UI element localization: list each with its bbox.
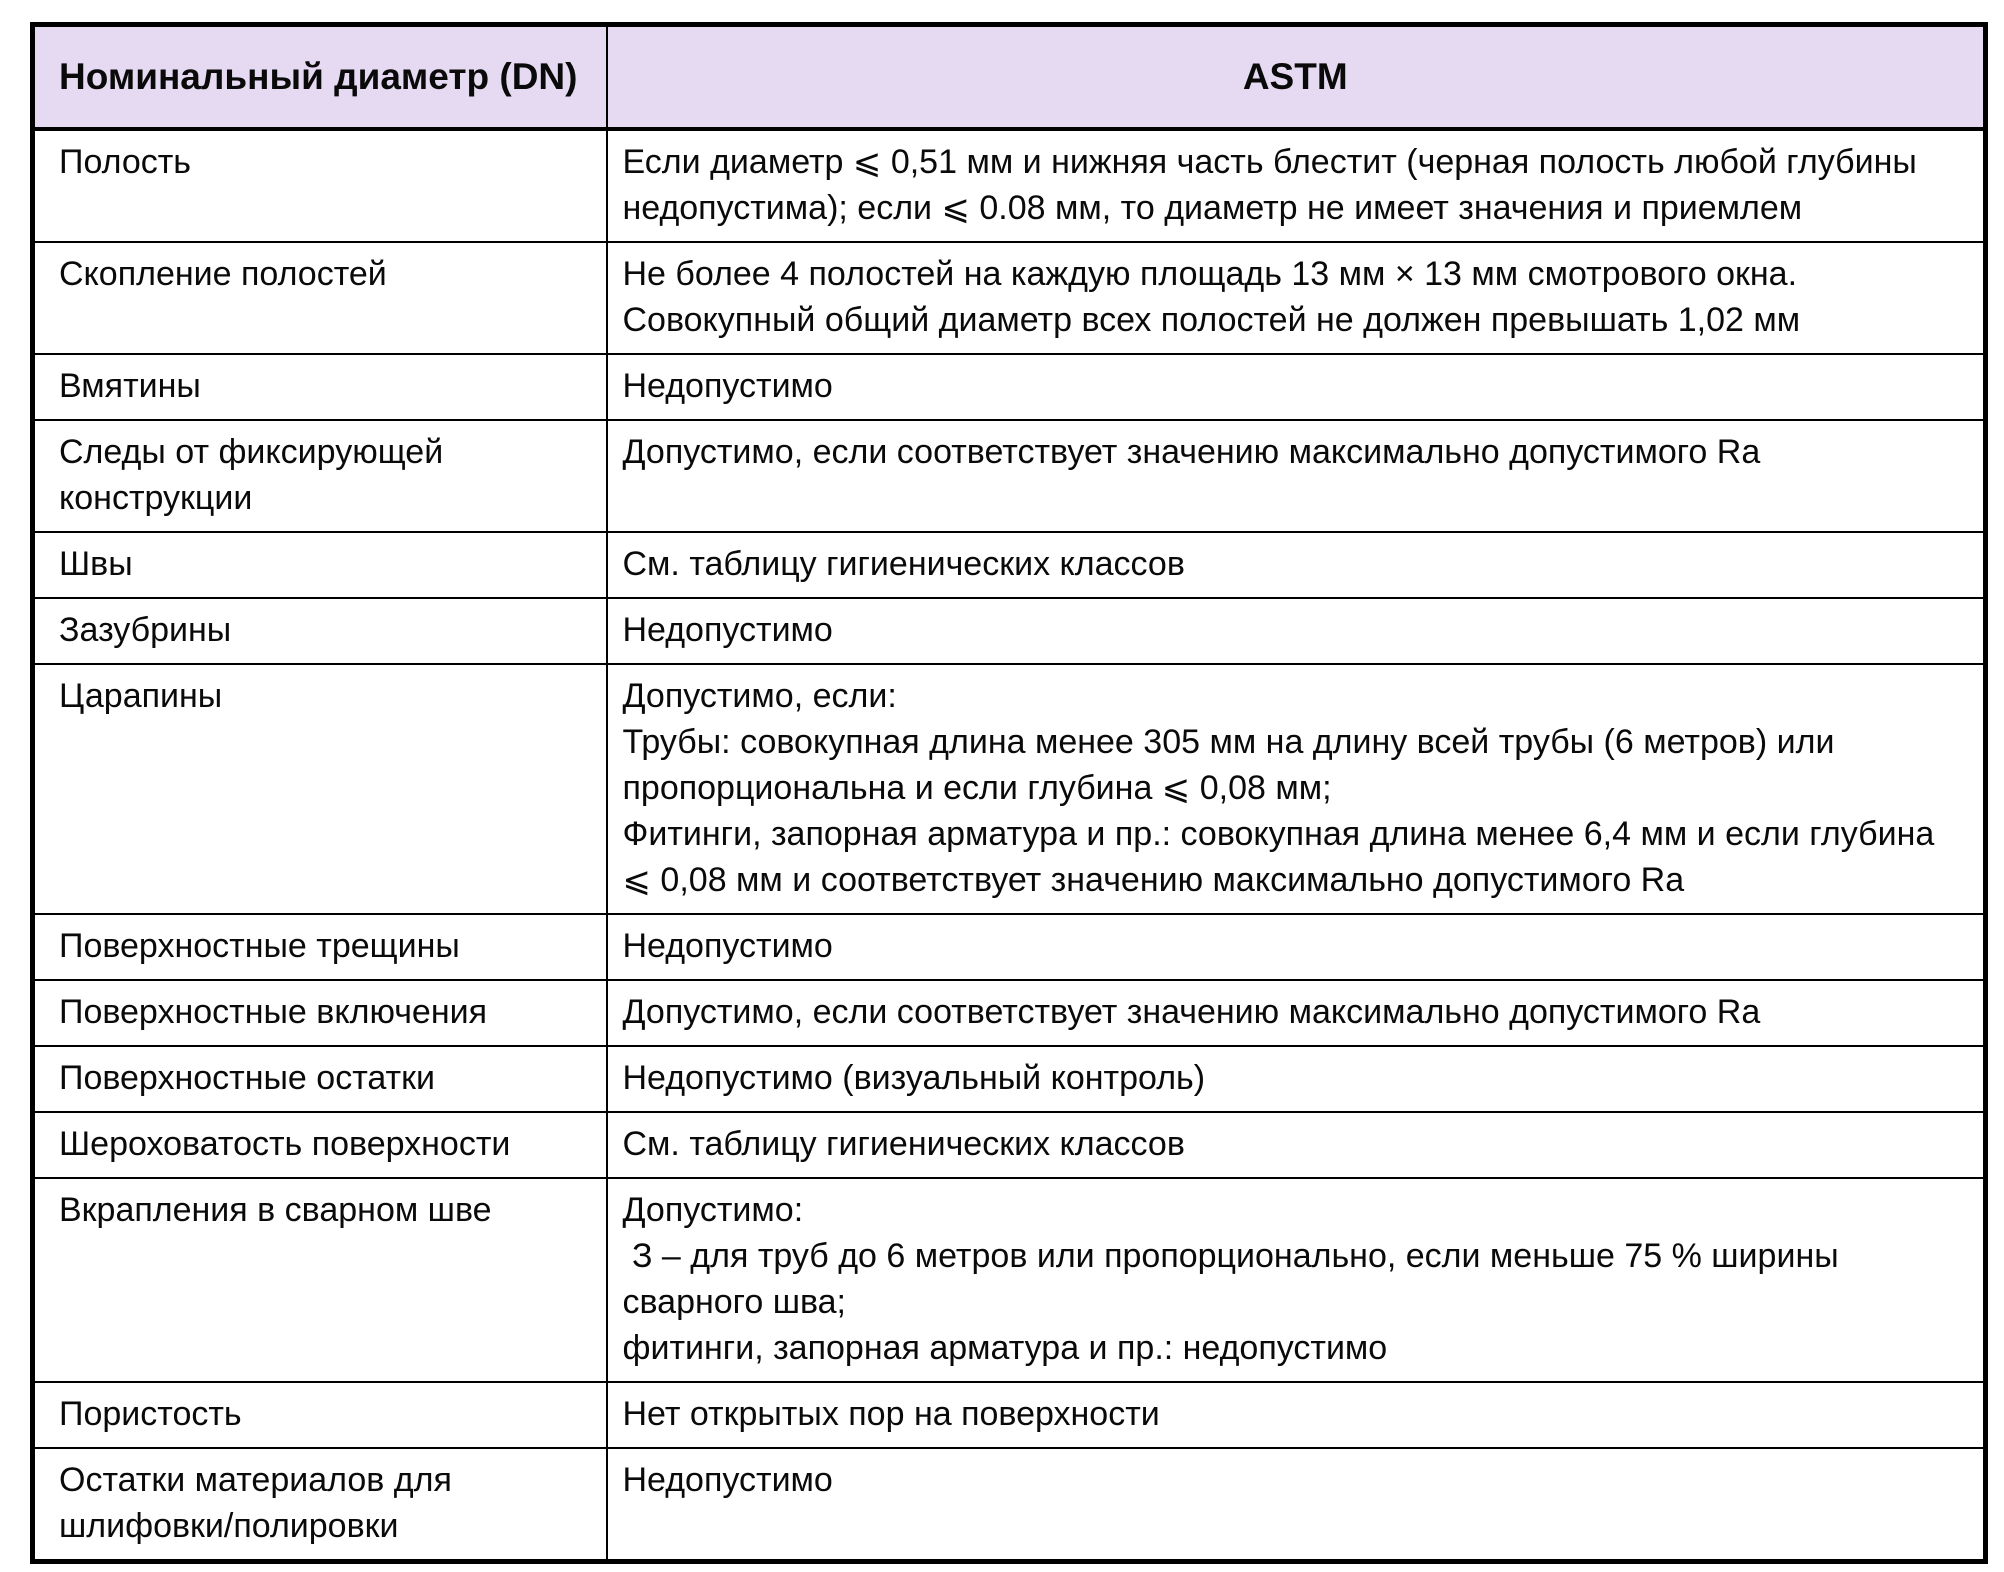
table-header-row: Номинальный диаметр (DN) ASTM [31,23,1987,131]
defect-name: Остатки материалов для шлифовки/полировк… [31,1447,608,1563]
table-row: Поверхностные остатки Недопустимо (визуа… [31,1045,1987,1113]
defect-name: Вкрапления в сварном шве [31,1177,608,1383]
table-row: Остатки материалов для шлифовки/полировк… [31,1447,1987,1563]
table-row: Швы См. таблицу гигиенических классов [31,531,1987,599]
astm-criteria: Если диаметр ⩽ 0,51 мм и нижняя часть бл… [605,128,1987,243]
table-row: Пористость Нет открытых пор на поверхнос… [31,1381,1987,1449]
defect-name: Поверхностные включения [31,979,608,1047]
astm-criteria: Недопустимо [605,1447,1987,1563]
table-row: Полость Если диаметр ⩽ 0,51 мм и нижняя … [31,128,1987,243]
astm-defect-criteria-table: Номинальный диаметр (DN) ASTM Полость Ес… [30,22,1988,1564]
defect-name: Полость [31,128,608,243]
astm-criteria: Недопустимо [605,597,1987,665]
defect-name: Зазубрины [31,597,608,665]
table-row: Вмятины Недопустимо [31,353,1987,421]
table-row: Поверхностные трещины Недопустимо [31,913,1987,981]
defect-name: Шероховатость поверхности [31,1111,608,1179]
table-row: Скопление полостей Не более 4 полостей н… [31,241,1987,355]
table-row: Поверхностные включения Допустимо, если … [31,979,1987,1047]
astm-criteria: Недопустимо [605,913,1987,981]
defect-name: Скопление полостей [31,241,608,355]
table-row: Вкрапления в сварном шве Допустимо: З – … [31,1177,1987,1383]
astm-criteria: Нет открытых пор на поверхности [605,1381,1987,1449]
astm-criteria: Допустимо, если соответствует значению м… [605,979,1987,1047]
defect-name: Поверхностные трещины [31,913,608,981]
defect-name: Царапины [31,663,608,915]
defect-name: Следы от фиксирующей конструкции [31,419,608,533]
table-row: Царапины Допустимо, если: Трубы: совокуп… [31,663,1987,915]
astm-criteria: Недопустимо [605,353,1987,421]
defect-name: Швы [31,531,608,599]
column-header-astm: ASTM [605,23,1987,131]
astm-criteria: См. таблицу гигиенических классов [605,1111,1987,1179]
defect-name: Пористость [31,1381,608,1449]
astm-criteria: Допустимо: З – для труб до 6 метров или … [605,1177,1987,1383]
table-row: Шероховатость поверхности См. таблицу ги… [31,1111,1987,1179]
astm-criteria: Не более 4 полостей на каждую площадь 13… [605,241,1987,355]
astm-criteria: Допустимо, если: Трубы: совокупная длина… [605,663,1987,915]
defect-name: Поверхностные остатки [31,1045,608,1113]
column-header-nominal-diameter: Номинальный диаметр (DN) [31,23,608,131]
table-row: Зазубрины Недопустимо [31,597,1987,665]
astm-criteria: Допустимо, если соответствует значению м… [605,419,1987,533]
astm-criteria: Недопустимо (визуальный контроль) [605,1045,1987,1113]
astm-criteria: См. таблицу гигиенических классов [605,531,1987,599]
table-row: Следы от фиксирующей конструкции Допусти… [31,419,1987,533]
defect-name: Вмятины [31,353,608,421]
